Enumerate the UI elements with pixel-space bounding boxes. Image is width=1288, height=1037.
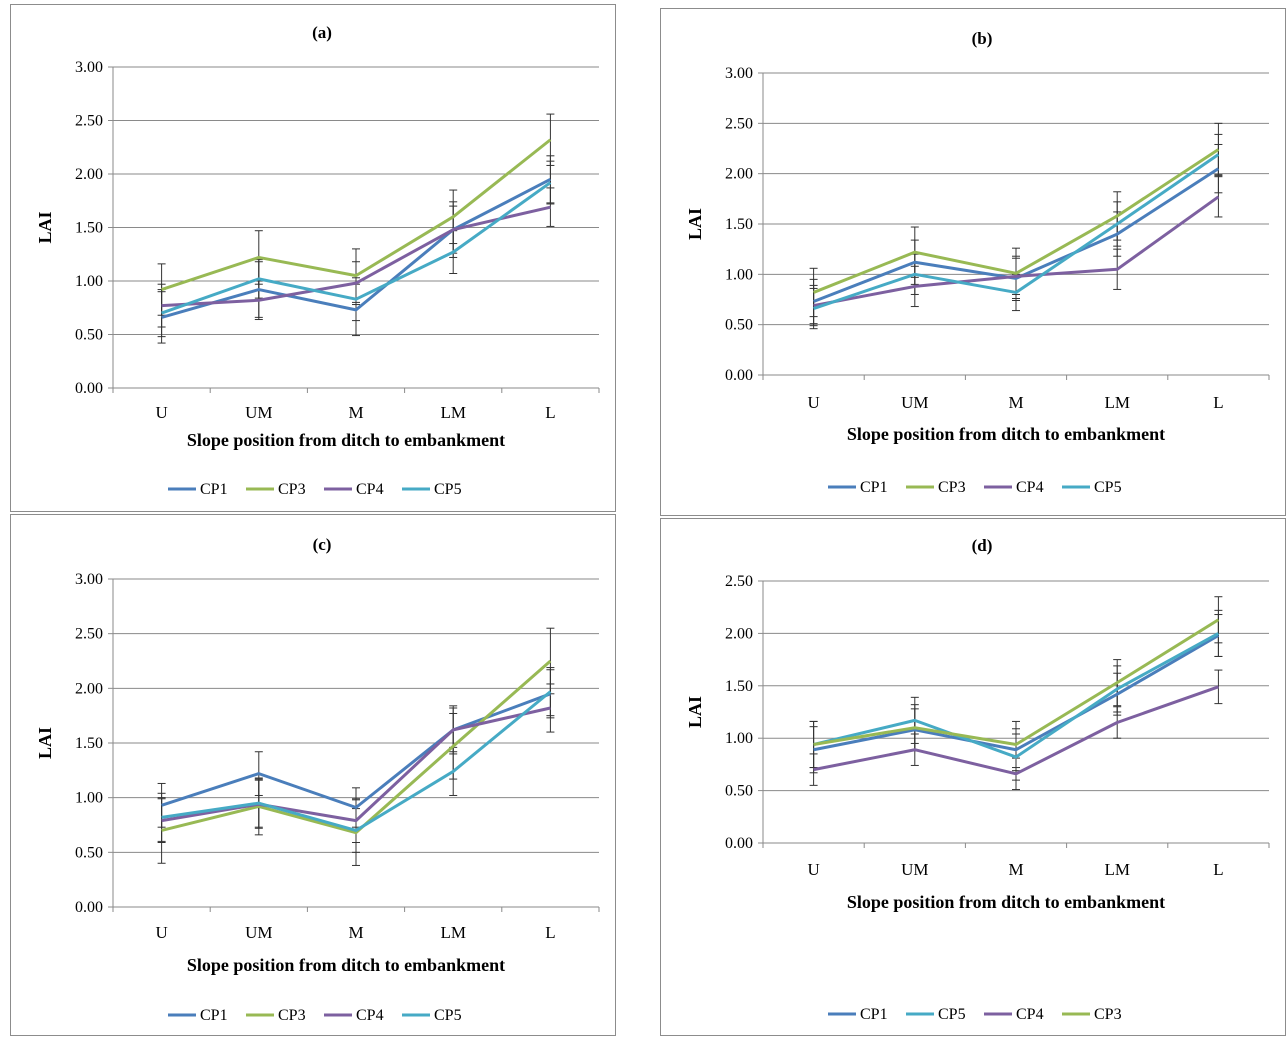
- chart-a-x-tick-label: U: [155, 403, 167, 422]
- chart-b-x-tick-label: UM: [901, 393, 928, 412]
- chart-c-y-axis-label: LAI: [35, 727, 55, 759]
- chart-d-y-tick-label: 1.00: [725, 730, 753, 747]
- chart-a-legend-label: CP3: [278, 481, 306, 498]
- chart-d-x-axis-label: Slope position from ditch to embankment: [847, 892, 1165, 912]
- chart-d-series-line-cp1: [813, 634, 1220, 752]
- chart-c-legend-label: CP3: [278, 1007, 306, 1024]
- chart-c-series-line-cp5: [161, 690, 552, 832]
- chart-a-series-line-cp5: [161, 181, 552, 315]
- chart-b-title: (b): [972, 29, 993, 48]
- chart-a-y-tick-label: 3.00: [75, 59, 103, 76]
- chart-d-legend-label: CP1: [860, 1006, 888, 1023]
- chart-panel-c: (c) 0.00 0.50 1.00 1.50 2.00 2.50 3.00 U UM M LM L LA…: [10, 514, 616, 1036]
- chart-b-y-tick-label: 1.00: [725, 266, 753, 283]
- chart-b-y-tick-label: 2.50: [725, 115, 753, 132]
- chart-c-series-line-cp3: [161, 659, 552, 835]
- chart-a-y-tick-label: 2.50: [75, 113, 103, 130]
- chart-c-legend-label: CP4: [356, 1007, 384, 1024]
- chart-d-y-tick-label: 2.50: [725, 573, 753, 590]
- chart-b-y-axis-label: LAI: [685, 208, 705, 240]
- chart-a-series-line-cp4: [161, 205, 551, 308]
- chart-c-svg: (c) 0.00 0.50 1.00 1.50 2.00 2.50 3.00 U UM M LM L LA…: [35, 535, 600, 1024]
- chart-d-x-tick-label: U: [807, 860, 819, 879]
- chart-b-series-line-cp4: [813, 195, 1220, 308]
- chart-a-y-tick-label: 0.50: [75, 327, 103, 344]
- chart-a-svg: (a) 0.00 0.50 1.00 1.50 2.00 2.50 3.00 U UM M LM L LA…: [35, 23, 600, 498]
- chart-d-x-tick-label: UM: [901, 860, 928, 879]
- chart-a-title: (a): [312, 23, 332, 42]
- chart-b-y-tick-label: 0.50: [725, 317, 753, 334]
- chart-panel-a: (a) 0.00 0.50 1.00 1.50 2.00 2.50 3.00 U UM M LM L LA…: [10, 4, 616, 512]
- chart-d-legend-label: CP3: [1094, 1006, 1122, 1023]
- chart-c-legend-label: CP1: [200, 1007, 228, 1024]
- chart-c-y-tick-label: 2.50: [75, 626, 103, 643]
- chart-c-x-tick-label: M: [348, 923, 363, 942]
- chart-c-y-tick-label: 1.50: [75, 735, 103, 752]
- chart-a-y-tick-label: 1.00: [75, 273, 103, 290]
- chart-c-y-tick-label: 3.00: [75, 571, 103, 588]
- chart-d-series-line-cp3: [813, 618, 1220, 746]
- chart-b-x-axis-label: Slope position from ditch to embankment: [847, 424, 1165, 444]
- chart-d-y-axis-label: LAI: [685, 696, 705, 728]
- chart-b-y-tick-label: 2.00: [725, 166, 753, 183]
- chart-d-y-tick-label: 2.00: [725, 625, 753, 642]
- chart-a-legend-label: CP5: [434, 481, 462, 498]
- chart-b-series-line-cp5: [813, 153, 1220, 310]
- chart-b-legend-label: CP3: [938, 479, 966, 496]
- chart-c-x-tick-label: L: [545, 923, 555, 942]
- chart-b-y-tick-label: 3.00: [725, 65, 753, 82]
- chart-b-svg: (b) 0.00 0.50 1.00 1.50 2.00 2.50 3.00 U UM M LM L LA…: [685, 29, 1270, 496]
- chart-a-x-tick-label: M: [348, 403, 363, 422]
- chart-d-y-tick-label: 1.50: [725, 678, 753, 695]
- chart-panel-d: (d) 0.00 0.50 1.00 1.50 2.00 2.50 U UM M LM L LAI Slo…: [660, 518, 1286, 1036]
- chart-a-series-line-cp3: [161, 138, 552, 291]
- chart-d-legend-label: CP4: [1016, 1006, 1044, 1023]
- chart-d-svg: (d) 0.00 0.50 1.00 1.50 2.00 2.50 U UM M LM L LAI Slo…: [685, 536, 1270, 1023]
- chart-a-legend-label: CP1: [200, 481, 228, 498]
- chart-c-y-tick-label: 0.50: [75, 844, 103, 861]
- chart-b-series-line-cp1: [813, 167, 1220, 303]
- chart-b-x-tick-label: LM: [1104, 393, 1130, 412]
- chart-b-legend-label: CP5: [1094, 479, 1122, 496]
- chart-a-x-tick-label: UM: [245, 403, 272, 422]
- chart-c-title: (c): [313, 535, 332, 554]
- chart-b-y-tick-label: 0.00: [725, 367, 753, 384]
- chart-a-y-axis-label: LAI: [35, 211, 55, 243]
- chart-d-y-tick-label: 0.00: [725, 835, 753, 852]
- chart-c-x-tick-label: LM: [440, 923, 466, 942]
- chart-d-x-tick-label: M: [1008, 860, 1023, 879]
- chart-d-series-line-cp4: [813, 685, 1219, 776]
- chart-a-y-tick-label: 0.00: [75, 380, 103, 397]
- chart-b-series-line-cp3: [813, 148, 1220, 294]
- chart-c-x-axis-label: Slope position from ditch to embankment: [187, 955, 505, 975]
- chart-a-legend-label: CP4: [356, 481, 384, 498]
- chart-d-series-line-cp5: [813, 632, 1220, 759]
- chart-c-x-tick-label: UM: [245, 923, 272, 942]
- chart-a-x-tick-label: LM: [440, 403, 466, 422]
- chart-b-x-tick-label: L: [1213, 393, 1223, 412]
- chart-c-legend-label: CP5: [434, 1007, 462, 1024]
- chart-a-x-axis-label: Slope position from ditch to embankment: [187, 430, 505, 450]
- chart-d-legend-label: CP5: [938, 1006, 966, 1023]
- chart-d-x-tick-label: LM: [1104, 860, 1130, 879]
- chart-a-series-line-cp1: [161, 178, 552, 319]
- chart-a-y-tick-label: 2.00: [75, 166, 103, 183]
- chart-c-y-tick-label: 1.00: [75, 790, 103, 807]
- chart-c-y-tick-label: 2.00: [75, 680, 103, 697]
- chart-c-x-tick-label: U: [155, 923, 167, 942]
- chart-d-x-tick-label: L: [1213, 860, 1223, 879]
- chart-d-title: (d): [972, 536, 993, 555]
- chart-c-series-line-cp4: [161, 706, 551, 823]
- chart-b-x-tick-label: U: [807, 393, 819, 412]
- chart-b-y-tick-label: 1.50: [725, 216, 753, 233]
- chart-a-y-tick-label: 1.50: [75, 220, 103, 237]
- chart-b-legend-label: CP1: [860, 479, 888, 496]
- chart-b-legend-label: CP4: [1016, 479, 1044, 496]
- chart-panel-b: (b) 0.00 0.50 1.00 1.50 2.00 2.50 3.00 U UM M LM L LA…: [660, 8, 1286, 516]
- chart-a-x-tick-label: L: [545, 403, 555, 422]
- chart-b-x-tick-label: M: [1008, 393, 1023, 412]
- chart-d-y-tick-label: 0.50: [725, 783, 753, 800]
- chart-c-y-tick-label: 0.00: [75, 899, 103, 916]
